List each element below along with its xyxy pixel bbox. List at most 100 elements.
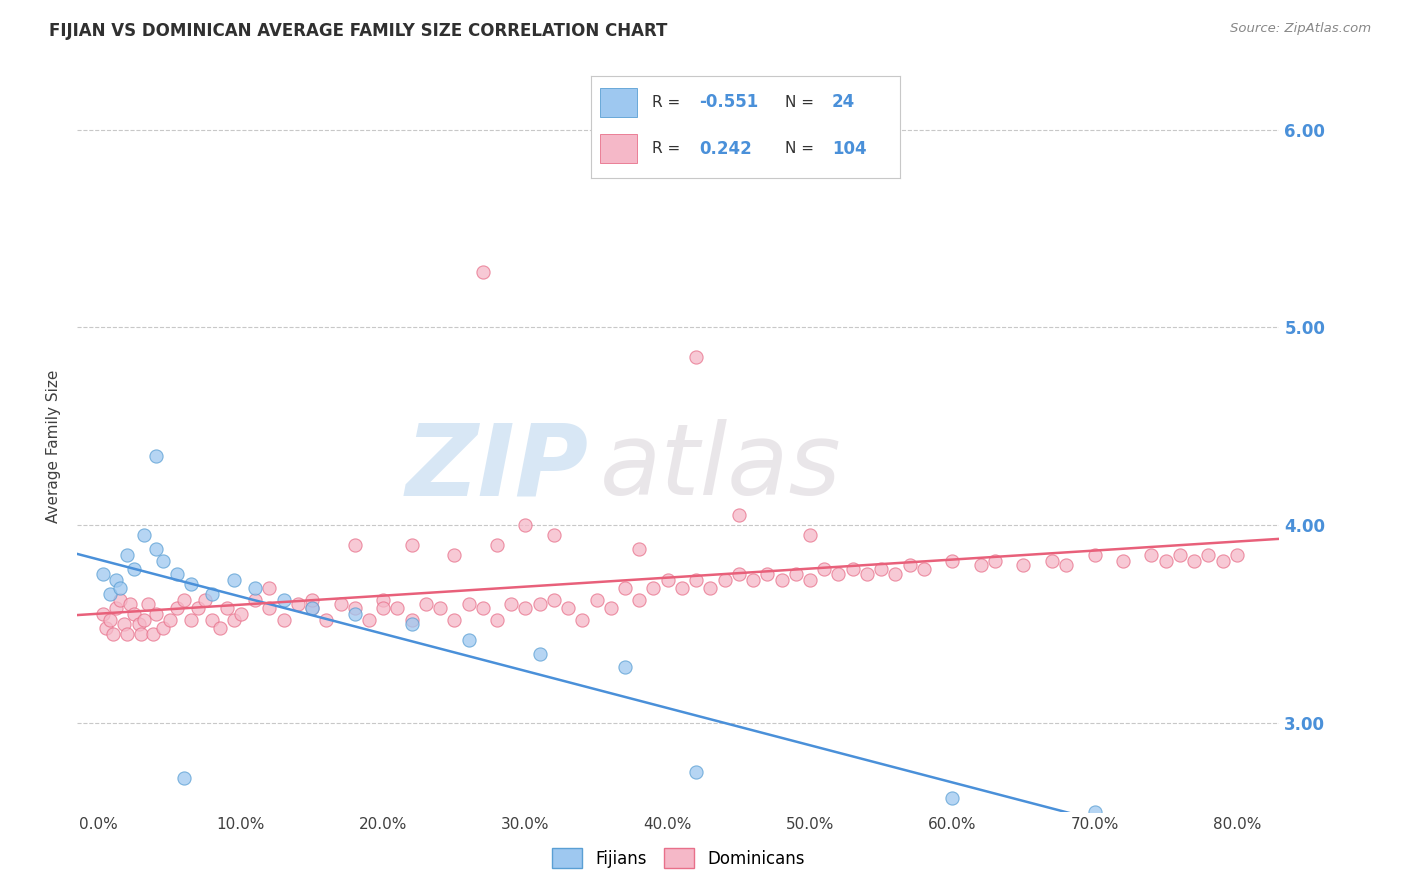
Point	[657, 574, 679, 588]
Point	[429, 601, 451, 615]
Point	[343, 601, 366, 615]
Point	[98, 587, 121, 601]
Point	[770, 574, 793, 588]
Point	[94, 621, 117, 635]
Point	[98, 613, 121, 627]
Text: N =: N =	[786, 95, 814, 110]
Point	[628, 541, 651, 556]
Point	[1212, 554, 1234, 568]
Point	[685, 765, 707, 780]
Point	[443, 548, 465, 562]
Text: 24: 24	[832, 94, 855, 112]
Point	[343, 538, 366, 552]
Point	[243, 593, 266, 607]
Point	[443, 613, 465, 627]
Text: Source: ZipAtlas.com: Source: ZipAtlas.com	[1230, 22, 1371, 36]
Point	[485, 613, 508, 627]
Point	[529, 597, 551, 611]
Point	[373, 593, 395, 607]
Point	[145, 541, 167, 556]
Point	[208, 621, 231, 635]
Point	[104, 574, 127, 588]
Point	[728, 567, 751, 582]
Point	[166, 601, 188, 615]
Point	[401, 538, 423, 552]
Point	[1226, 548, 1249, 562]
Point	[685, 574, 707, 588]
Point	[108, 582, 131, 596]
Point	[112, 616, 135, 631]
Point	[173, 771, 195, 785]
Point	[614, 660, 637, 674]
Text: FIJIAN VS DOMINICAN AVERAGE FAMILY SIZE CORRELATION CHART: FIJIAN VS DOMINICAN AVERAGE FAMILY SIZE …	[49, 22, 668, 40]
Point	[101, 627, 124, 641]
Text: 104: 104	[832, 140, 866, 158]
Text: R =: R =	[652, 141, 681, 156]
Point	[457, 597, 479, 611]
Point	[138, 597, 160, 611]
Point	[287, 597, 309, 611]
Point	[357, 613, 380, 627]
Point	[870, 561, 893, 575]
Point	[799, 528, 821, 542]
Point	[159, 613, 181, 627]
Text: atlas: atlas	[600, 419, 842, 516]
Point	[813, 561, 835, 575]
Point	[315, 613, 337, 627]
Point	[501, 597, 523, 611]
Point	[329, 597, 352, 611]
Point	[122, 561, 145, 575]
Point	[471, 265, 494, 279]
Point	[104, 601, 127, 615]
Point	[145, 449, 167, 463]
Point	[1012, 558, 1035, 572]
Point	[457, 632, 479, 647]
Point	[699, 582, 721, 596]
Point	[557, 601, 579, 615]
Point	[1140, 548, 1163, 562]
Point	[142, 627, 165, 641]
Point	[941, 554, 963, 568]
Text: N =: N =	[786, 141, 814, 156]
Point	[152, 621, 174, 635]
Point	[301, 601, 323, 615]
Point	[912, 561, 935, 575]
Point	[1197, 548, 1219, 562]
Point	[122, 607, 145, 621]
Point	[756, 567, 779, 582]
Point	[91, 607, 114, 621]
Point	[785, 567, 807, 582]
Point	[166, 567, 188, 582]
Point	[118, 597, 141, 611]
Point	[373, 601, 395, 615]
Point	[599, 601, 621, 615]
Point	[91, 567, 114, 582]
Point	[515, 601, 537, 615]
Point	[884, 567, 907, 582]
Point	[1112, 554, 1135, 568]
Point	[180, 613, 202, 627]
Point	[301, 601, 323, 615]
Point	[273, 593, 295, 607]
Point	[799, 574, 821, 588]
Point	[415, 597, 437, 611]
Point	[131, 627, 153, 641]
Point	[229, 607, 252, 621]
Point	[128, 616, 150, 631]
Point	[671, 582, 693, 596]
Point	[685, 350, 707, 364]
Point	[485, 538, 508, 552]
Point	[273, 613, 295, 627]
Point	[222, 574, 245, 588]
Point	[187, 601, 209, 615]
Point	[827, 567, 849, 582]
Point	[941, 790, 963, 805]
Point	[134, 528, 156, 542]
Text: -0.551: -0.551	[699, 94, 758, 112]
Point	[259, 601, 281, 615]
Point	[856, 567, 879, 582]
Point	[173, 593, 195, 607]
Point	[841, 561, 863, 575]
Point	[343, 607, 366, 621]
Point	[243, 582, 266, 596]
